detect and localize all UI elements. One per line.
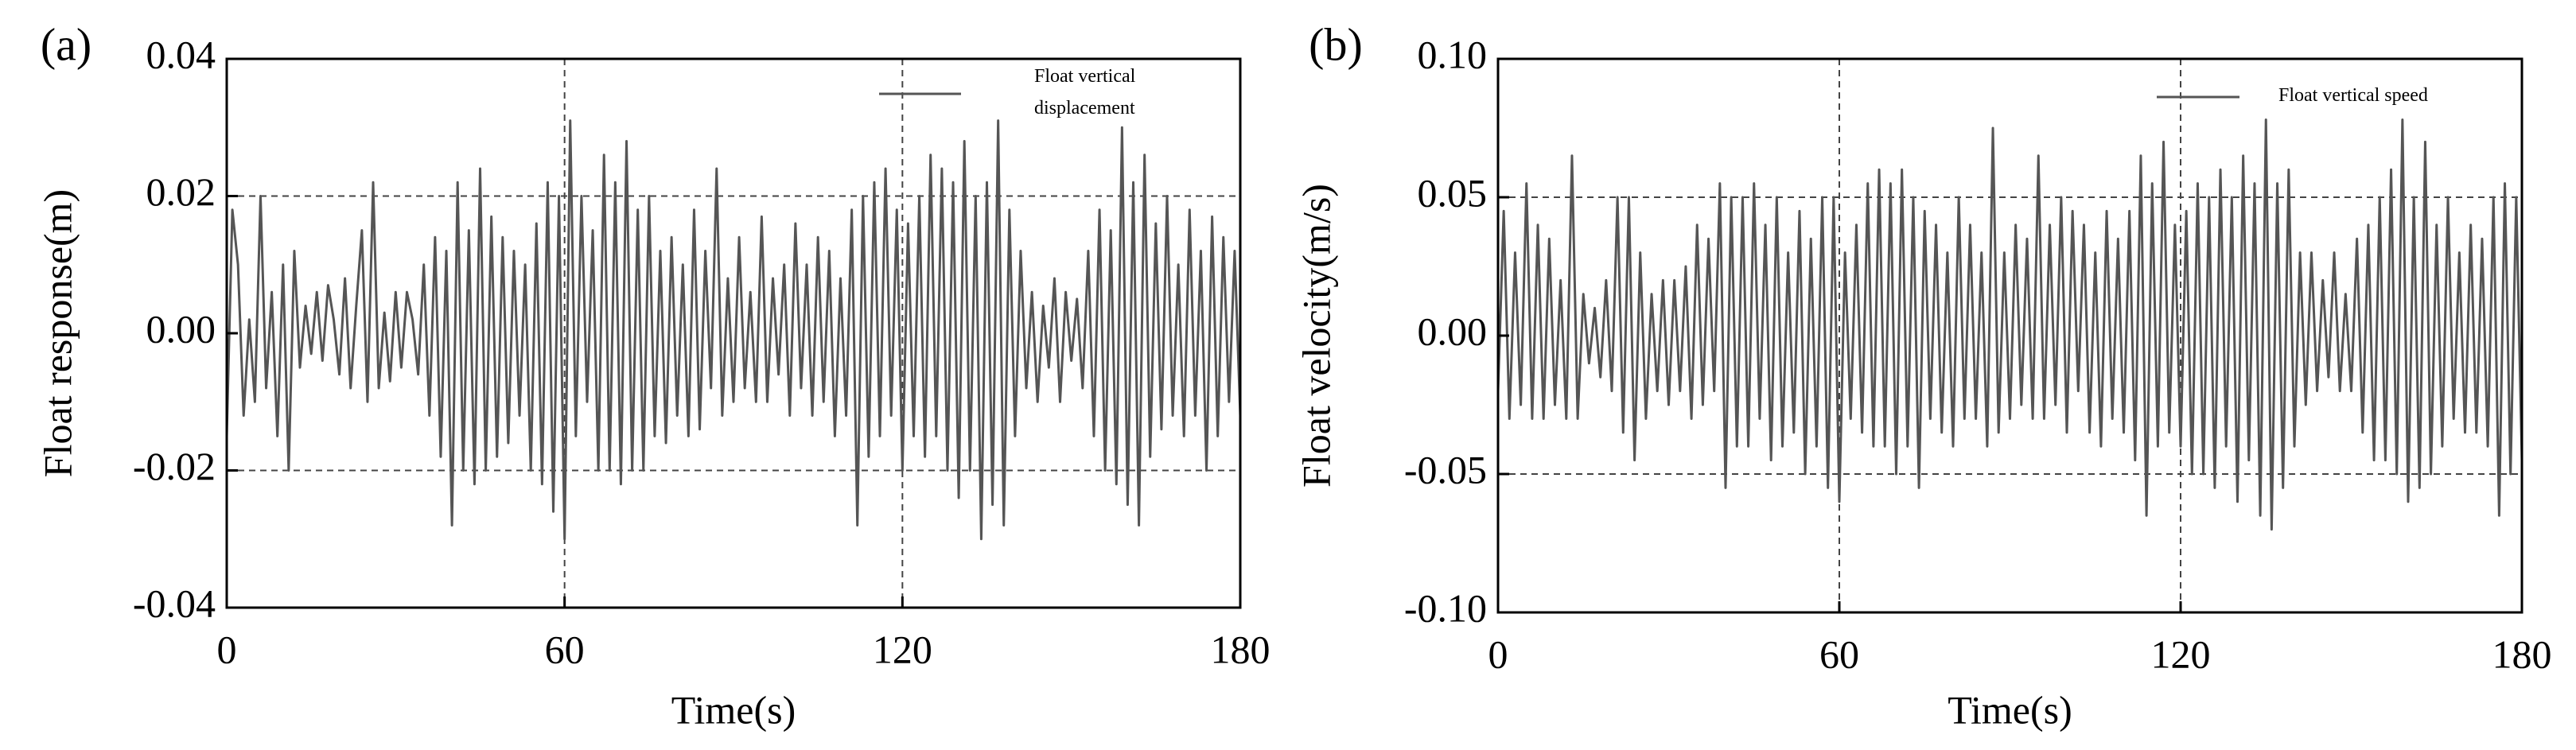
- data-line: [225, 119, 1242, 541]
- plot-frame: [1496, 57, 2523, 614]
- x-axis-title: Time(s): [1948, 687, 2072, 732]
- y-tick-label: 0.00: [1418, 309, 1488, 353]
- y-tick-label: 0.04: [146, 32, 216, 76]
- x-axis-title: Time(s): [671, 687, 796, 732]
- plot-frame: [225, 57, 1242, 609]
- y-axis-title: Float velocity(m/s): [1294, 184, 1338, 488]
- x-tick-label: 180: [2492, 631, 2552, 676]
- y-tick-label: -0.10: [1404, 585, 1487, 630]
- x-tick-label: 120: [2151, 631, 2211, 676]
- x-tick-label: 0: [1488, 631, 1508, 676]
- data-line: [1496, 119, 2523, 531]
- y-tick-label: 0.00: [146, 306, 216, 351]
- x-tick-label: 60: [545, 627, 585, 671]
- y-tick-label: 0.05: [1418, 170, 1488, 215]
- y-axis-title: Float response(m): [35, 189, 80, 477]
- y-tick-label: 0.10: [1418, 32, 1488, 76]
- y-tick-label: -0.02: [133, 444, 216, 488]
- legend-label: Float vertical displacement: [1034, 66, 1136, 119]
- x-tick-label: 180: [1211, 627, 1270, 671]
- x-tick-label: 120: [873, 627, 932, 671]
- panel-label: (b): [1309, 18, 1363, 70]
- y-tick-label: -0.04: [133, 581, 216, 625]
- panel-label: (a): [41, 18, 91, 70]
- x-tick-label: 0: [217, 627, 237, 671]
- legend-label: Float vertical speed: [2278, 85, 2428, 106]
- y-tick-label: 0.02: [146, 169, 216, 214]
- x-tick-label: 60: [1819, 631, 1859, 676]
- y-tick-label: -0.05: [1404, 447, 1487, 492]
